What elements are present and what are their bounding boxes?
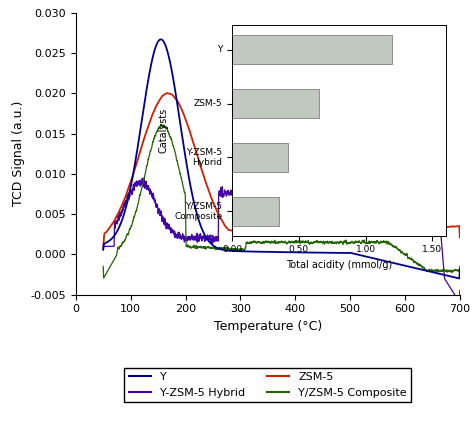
X-axis label: Temperature (°C): Temperature (°C)	[214, 320, 322, 333]
X-axis label: Total acidity (mmol/g): Total acidity (mmol/g)	[286, 260, 392, 270]
Y-axis label: Catalysts: Catalysts	[159, 108, 169, 153]
Bar	[232, 89, 319, 118]
Bar	[232, 143, 288, 172]
Bar	[232, 35, 392, 64]
Bar	[232, 197, 279, 226]
Y-axis label: TCD Signal (a.u.): TCD Signal (a.u.)	[12, 101, 25, 206]
Legend: Y, Y-ZSM-5 Hybrid, ZSM-5, Y/ZSM-5 Composite: Y, Y-ZSM-5 Hybrid, ZSM-5, Y/ZSM-5 Compos…	[124, 368, 411, 402]
